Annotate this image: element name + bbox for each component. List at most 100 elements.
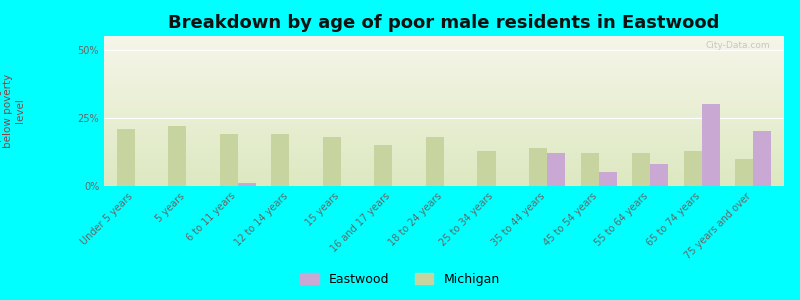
Bar xyxy=(104,128,784,129)
Bar xyxy=(547,153,565,186)
Bar xyxy=(104,108,784,110)
Bar xyxy=(104,184,784,186)
Bar xyxy=(104,48,784,50)
Legend: Eastwood, Michigan: Eastwood, Michigan xyxy=(295,268,505,291)
Bar xyxy=(104,136,784,138)
Bar xyxy=(104,39,784,40)
Bar xyxy=(104,144,784,146)
Bar xyxy=(104,93,784,94)
Bar xyxy=(104,164,784,165)
Bar xyxy=(104,123,784,124)
Bar xyxy=(104,180,784,182)
Bar xyxy=(650,164,668,186)
Bar xyxy=(104,150,784,152)
Bar xyxy=(702,104,720,186)
Bar xyxy=(104,90,784,92)
Bar xyxy=(581,153,598,186)
Bar xyxy=(117,129,135,186)
Bar xyxy=(104,132,784,134)
Bar xyxy=(104,58,784,60)
Bar xyxy=(104,54,784,56)
Bar xyxy=(632,153,650,186)
Bar xyxy=(104,153,784,154)
Bar xyxy=(104,70,784,72)
Bar xyxy=(104,122,784,123)
Bar xyxy=(104,135,784,136)
Text: percentage
below poverty
level: percentage below poverty level xyxy=(0,74,25,148)
Bar xyxy=(104,78,784,80)
Bar xyxy=(104,183,784,184)
Bar xyxy=(104,134,784,135)
Bar xyxy=(104,182,784,183)
Bar xyxy=(104,66,784,68)
Bar xyxy=(104,84,784,86)
Bar xyxy=(104,44,784,45)
Bar xyxy=(104,102,784,104)
Bar xyxy=(104,99,784,100)
Bar xyxy=(168,126,186,186)
Bar xyxy=(104,40,784,42)
Bar xyxy=(104,96,784,98)
Bar xyxy=(753,131,771,186)
Bar xyxy=(104,75,784,76)
Bar xyxy=(104,177,784,178)
Bar xyxy=(104,124,784,126)
Bar xyxy=(104,120,784,122)
Bar xyxy=(104,61,784,63)
Bar xyxy=(104,178,784,180)
Bar xyxy=(220,134,238,186)
Bar xyxy=(271,134,290,186)
Bar xyxy=(104,60,784,61)
Title: Breakdown by age of poor male residents in Eastwood: Breakdown by age of poor male residents … xyxy=(168,14,720,32)
Bar xyxy=(104,165,784,166)
Bar xyxy=(104,82,784,84)
Bar xyxy=(104,169,784,171)
Bar xyxy=(104,87,784,88)
Bar xyxy=(104,111,784,112)
Bar xyxy=(104,130,784,132)
Bar xyxy=(104,85,784,87)
Bar xyxy=(104,162,784,164)
Bar xyxy=(104,63,784,64)
Bar xyxy=(529,148,547,186)
Bar xyxy=(104,100,784,102)
Bar xyxy=(104,94,784,96)
Bar xyxy=(104,72,784,74)
Bar xyxy=(104,74,784,75)
Bar xyxy=(104,147,784,148)
Bar xyxy=(104,129,784,130)
Bar xyxy=(104,36,784,38)
Bar xyxy=(104,110,784,111)
Bar xyxy=(104,160,784,162)
Bar xyxy=(238,183,256,186)
Bar xyxy=(104,106,784,108)
Bar xyxy=(104,88,784,90)
Bar xyxy=(104,116,784,117)
Bar xyxy=(478,151,495,186)
Text: City-Data.com: City-Data.com xyxy=(706,40,770,50)
Bar xyxy=(104,92,784,93)
Bar xyxy=(104,52,784,54)
Bar xyxy=(104,114,784,116)
Bar xyxy=(104,46,784,48)
Bar xyxy=(104,42,784,44)
Bar xyxy=(104,140,784,141)
Bar xyxy=(104,117,784,118)
Bar xyxy=(104,50,784,51)
Bar xyxy=(735,159,753,186)
Bar xyxy=(104,57,784,58)
Bar xyxy=(683,151,702,186)
Bar xyxy=(104,138,784,140)
Bar xyxy=(104,45,784,46)
Bar xyxy=(104,56,784,57)
Bar xyxy=(104,81,784,82)
Bar xyxy=(104,118,784,120)
Bar xyxy=(104,167,784,168)
Bar xyxy=(426,137,444,186)
Bar xyxy=(104,105,784,106)
Bar xyxy=(104,158,784,159)
Bar xyxy=(104,168,784,170)
Bar xyxy=(104,69,784,70)
Bar xyxy=(374,145,393,186)
Bar xyxy=(104,172,784,174)
